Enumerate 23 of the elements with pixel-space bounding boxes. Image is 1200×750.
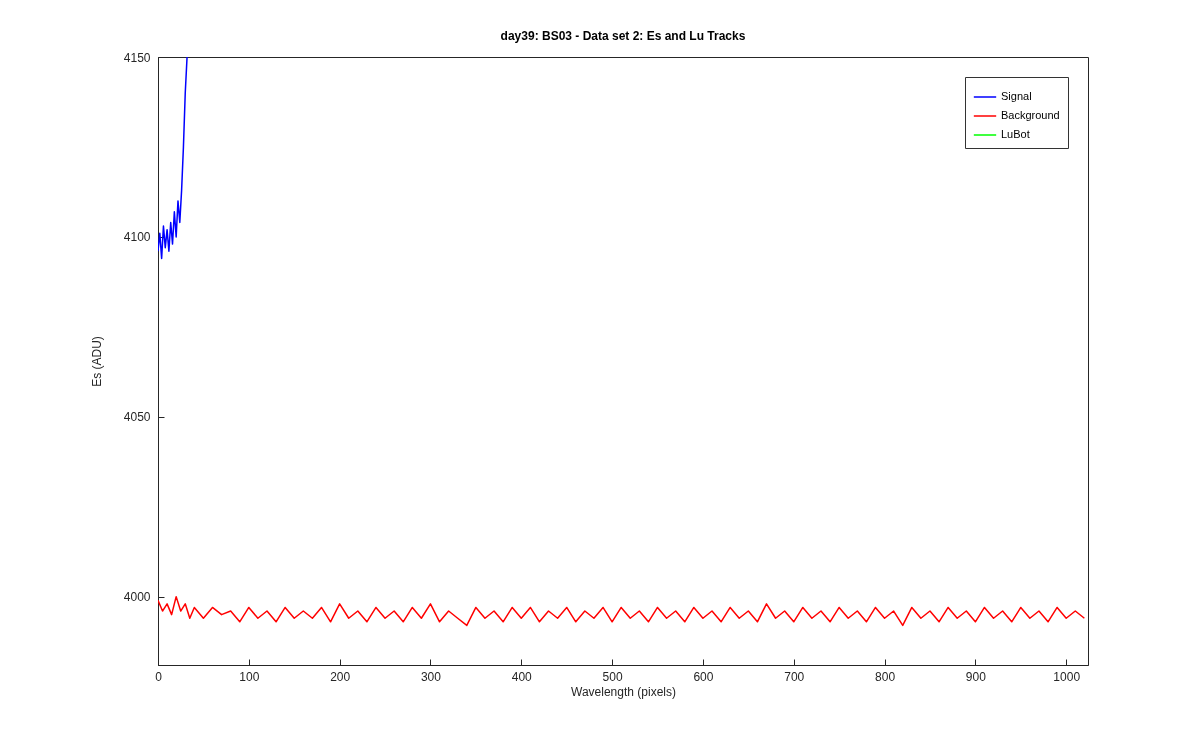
x-tick-label: 400 <box>511 669 533 684</box>
x-tick-label: 300 <box>420 669 442 684</box>
x-tick-label: 500 <box>602 669 623 684</box>
line-series <box>158 595 1086 627</box>
y-tick-label: 4150 <box>123 50 151 65</box>
x-tick-label: 1000 <box>1053 669 1081 684</box>
x-tick-label: 700 <box>784 669 805 684</box>
legend-label: LuBot <box>1001 128 1030 140</box>
legend-label: Signal <box>1001 90 1032 102</box>
x-tick-label: 800 <box>875 669 896 684</box>
x-tick-label: 0 <box>155 669 163 684</box>
y-tick-label: 4000 <box>123 590 151 605</box>
x-tick-label: 900 <box>965 669 987 684</box>
x-tick-label: 200 <box>330 669 351 684</box>
y-tick-label: 4050 <box>123 410 151 425</box>
x-tick-label: 100 <box>239 669 260 684</box>
y-tick-label: 4100 <box>123 230 151 245</box>
x-tick-label: 600 <box>693 669 714 684</box>
x-axis-title: Wavelength (pixels) <box>571 684 676 699</box>
chart-title: day39: BS03 - Data set 2: Es and Lu Tracks <box>500 29 746 43</box>
legend-label: Background <box>1001 109 1060 121</box>
y-axis-title: Es (ADU) <box>89 336 104 387</box>
line-series <box>158 57 188 260</box>
